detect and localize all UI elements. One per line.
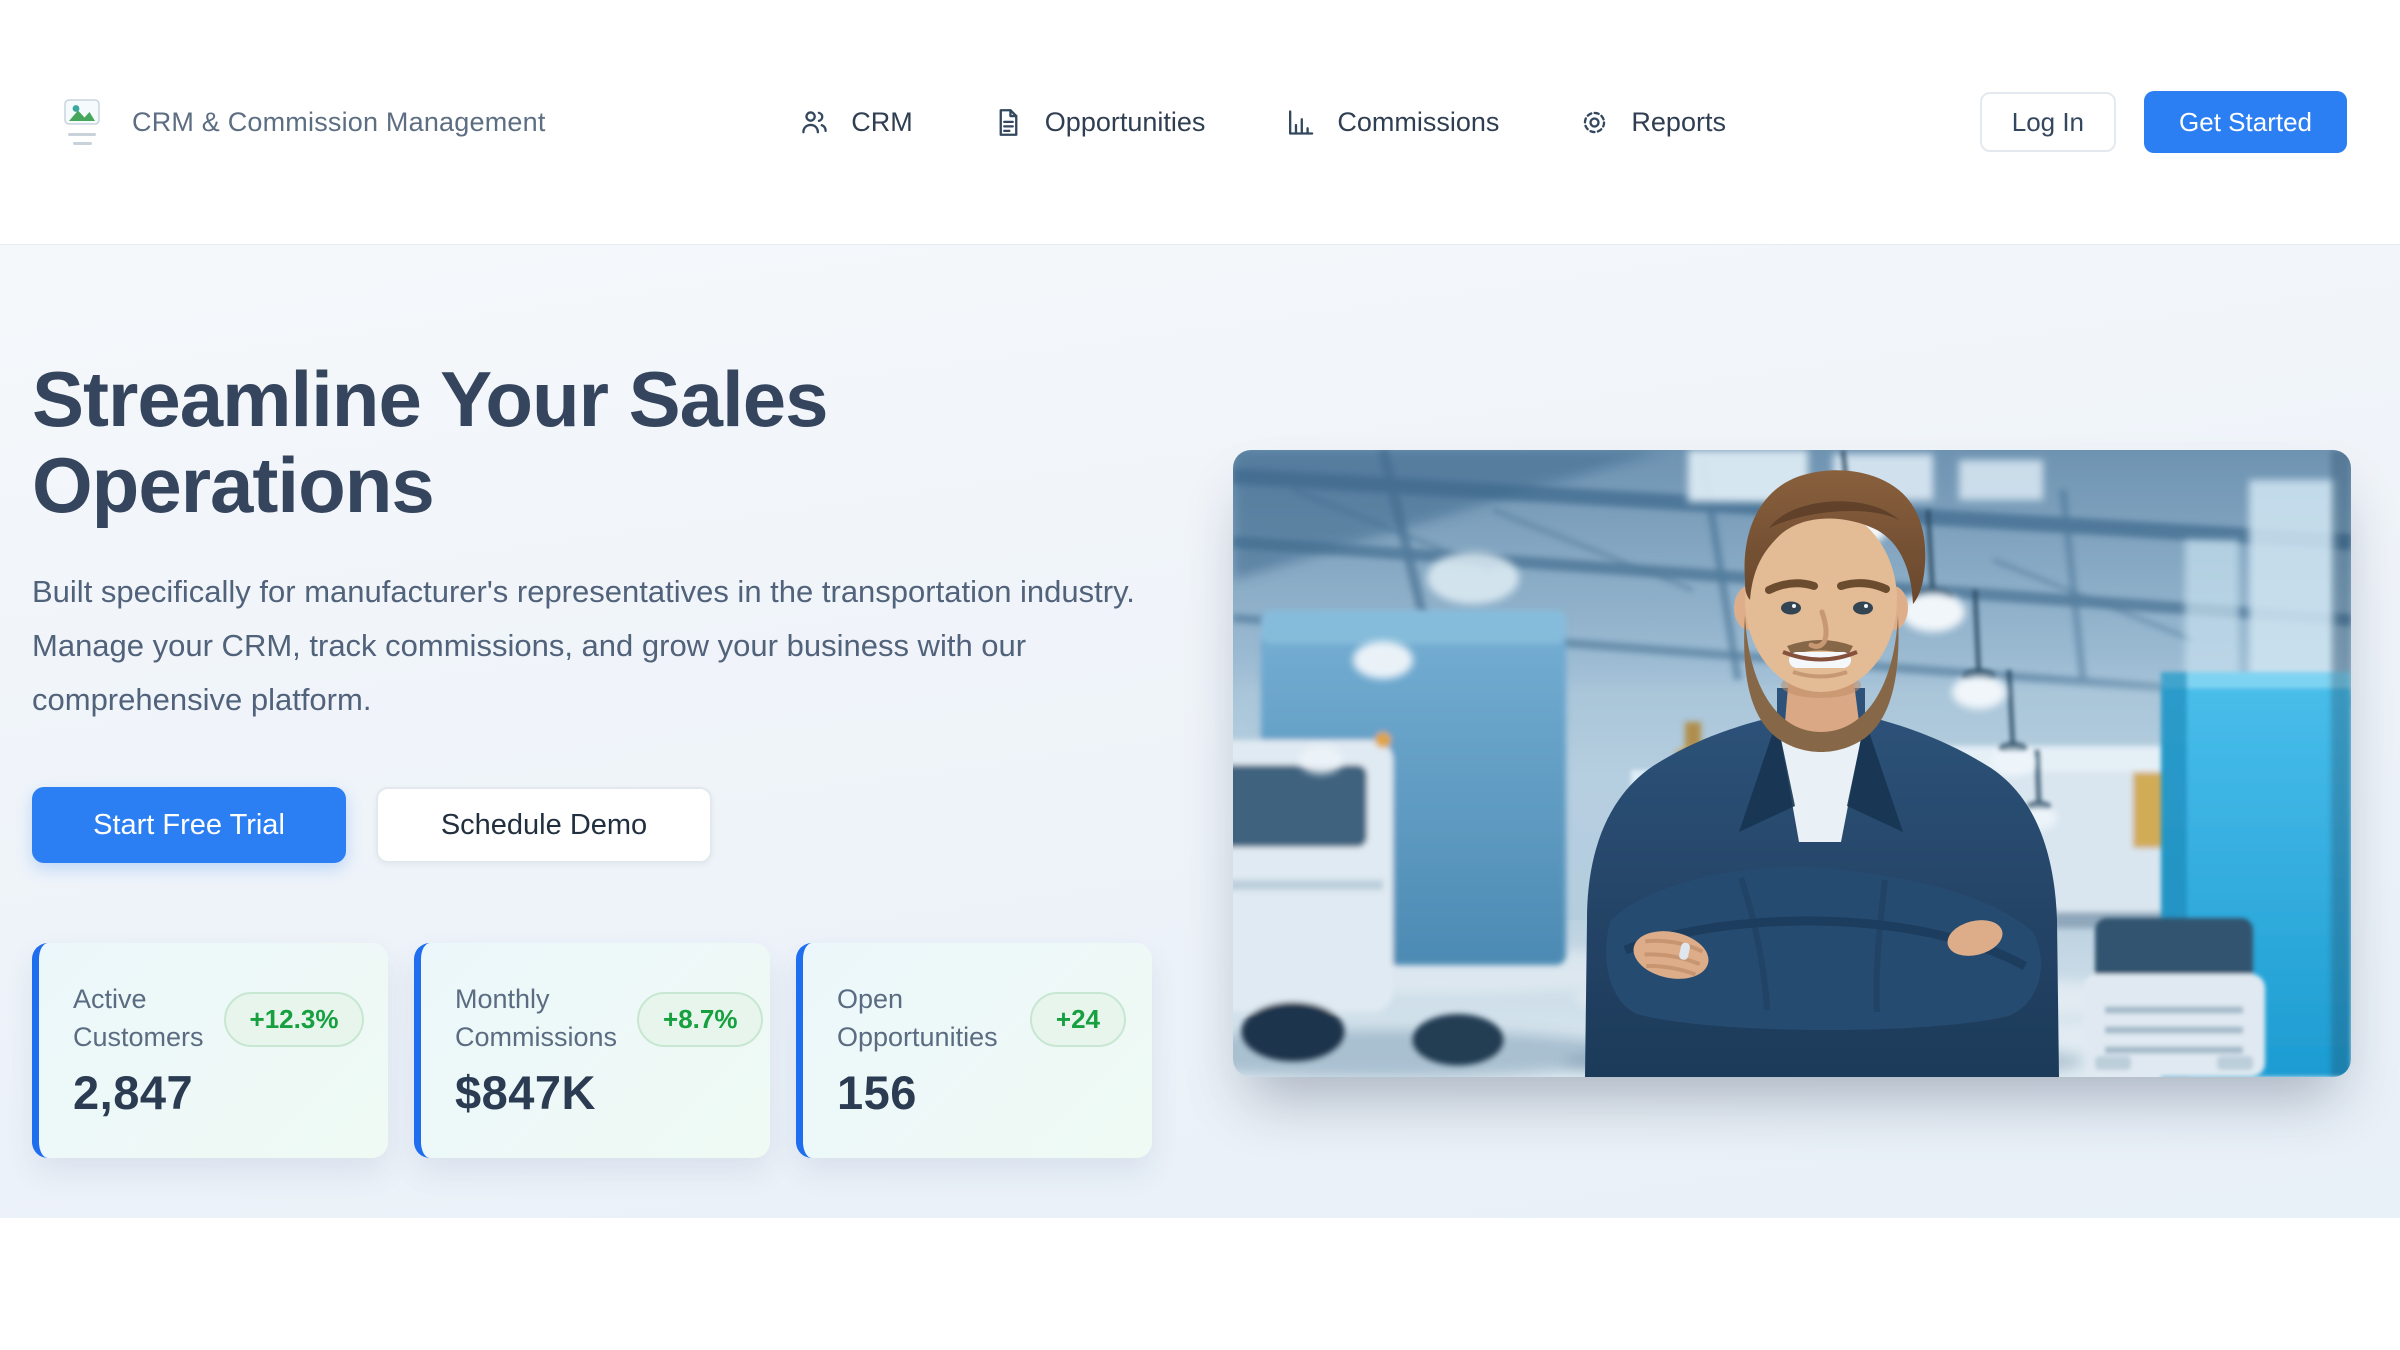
bottom-white-strip — [0, 1218, 2400, 1350]
stat-value: $847K — [455, 1065, 596, 1119]
stat-label: Open Opportunities — [837, 984, 998, 1053]
nav-label: Opportunities — [1044, 106, 1206, 137]
stat-change-badge: +12.3% — [223, 991, 365, 1047]
stat-value: 2,847 — [73, 1065, 194, 1119]
nav-label: CRM — [851, 106, 913, 137]
nav-label: Commissions — [1337, 106, 1500, 137]
file-text-icon — [999, 108, 1018, 136]
brand-title: CRM & Commission Management — [132, 106, 546, 137]
stat-label: Active Customers — [73, 984, 204, 1053]
stat-card-active-customers: Active Customers +12.3% 2,847 — [32, 943, 388, 1159]
logo-caption-smudge — [68, 133, 96, 136]
warehouse-scene-graphic — [1233, 450, 2351, 1077]
stat-label: Monthly Commissions — [455, 984, 618, 1053]
logo-image-icon — [64, 99, 100, 125]
stat-card-open-opportunities: Open Opportunities +24 156 — [796, 943, 1152, 1159]
nav-label: Reports — [1631, 106, 1726, 137]
brand[interactable]: CRM & Commission Management — [60, 99, 546, 145]
nav-item-opportunities[interactable]: Opportunities — [993, 106, 1206, 138]
main-nav: CRM Opportunities Commissions — [546, 107, 1980, 138]
nav-item-crm[interactable]: CRM — [799, 107, 913, 138]
login-button[interactable]: Log In — [1979, 92, 2117, 152]
hero-copy: Streamline Your Sales Operations Built s… — [32, 355, 1202, 1159]
nav-item-reports[interactable]: Reports — [1579, 107, 1726, 138]
top-navigation-bar: CRM & Commission Management CRM Opportu — [0, 0, 2400, 245]
stat-value: 156 — [837, 1065, 917, 1119]
stat-change-badge: +8.7% — [637, 991, 764, 1047]
logo-caption-smudge — [72, 142, 92, 145]
header-actions: Log In Get Started — [1979, 91, 2347, 153]
cta-row: Start Free Trial Schedule Demo — [32, 787, 1202, 864]
hero-description: Built specifically for manufacturer's re… — [32, 573, 1135, 718]
gear-icon — [1584, 111, 1606, 133]
users-icon — [802, 110, 828, 133]
stat-change-badge: +24 — [1029, 991, 1126, 1047]
nav-item-commissions[interactable]: Commissions — [1285, 107, 1499, 138]
page-title: Streamline Your Sales Operations — [32, 355, 829, 529]
hero-section: Streamline Your Sales Operations Built s… — [0, 245, 2400, 1218]
schedule-demo-button[interactable]: Schedule Demo — [376, 787, 712, 864]
hero-image — [1233, 450, 2351, 1077]
bar-chart-icon — [1289, 109, 1314, 135]
start-free-trial-button[interactable]: Start Free Trial — [32, 787, 346, 864]
stats-row: Active Customers +12.3% 2,847 Monthly Co… — [32, 943, 1202, 1159]
man-figure — [1585, 470, 2059, 1077]
logo — [60, 99, 104, 145]
get-started-button[interactable]: Get Started — [2144, 91, 2347, 153]
stat-card-monthly-commissions: Monthly Commissions +8.7% $847K — [414, 943, 770, 1159]
